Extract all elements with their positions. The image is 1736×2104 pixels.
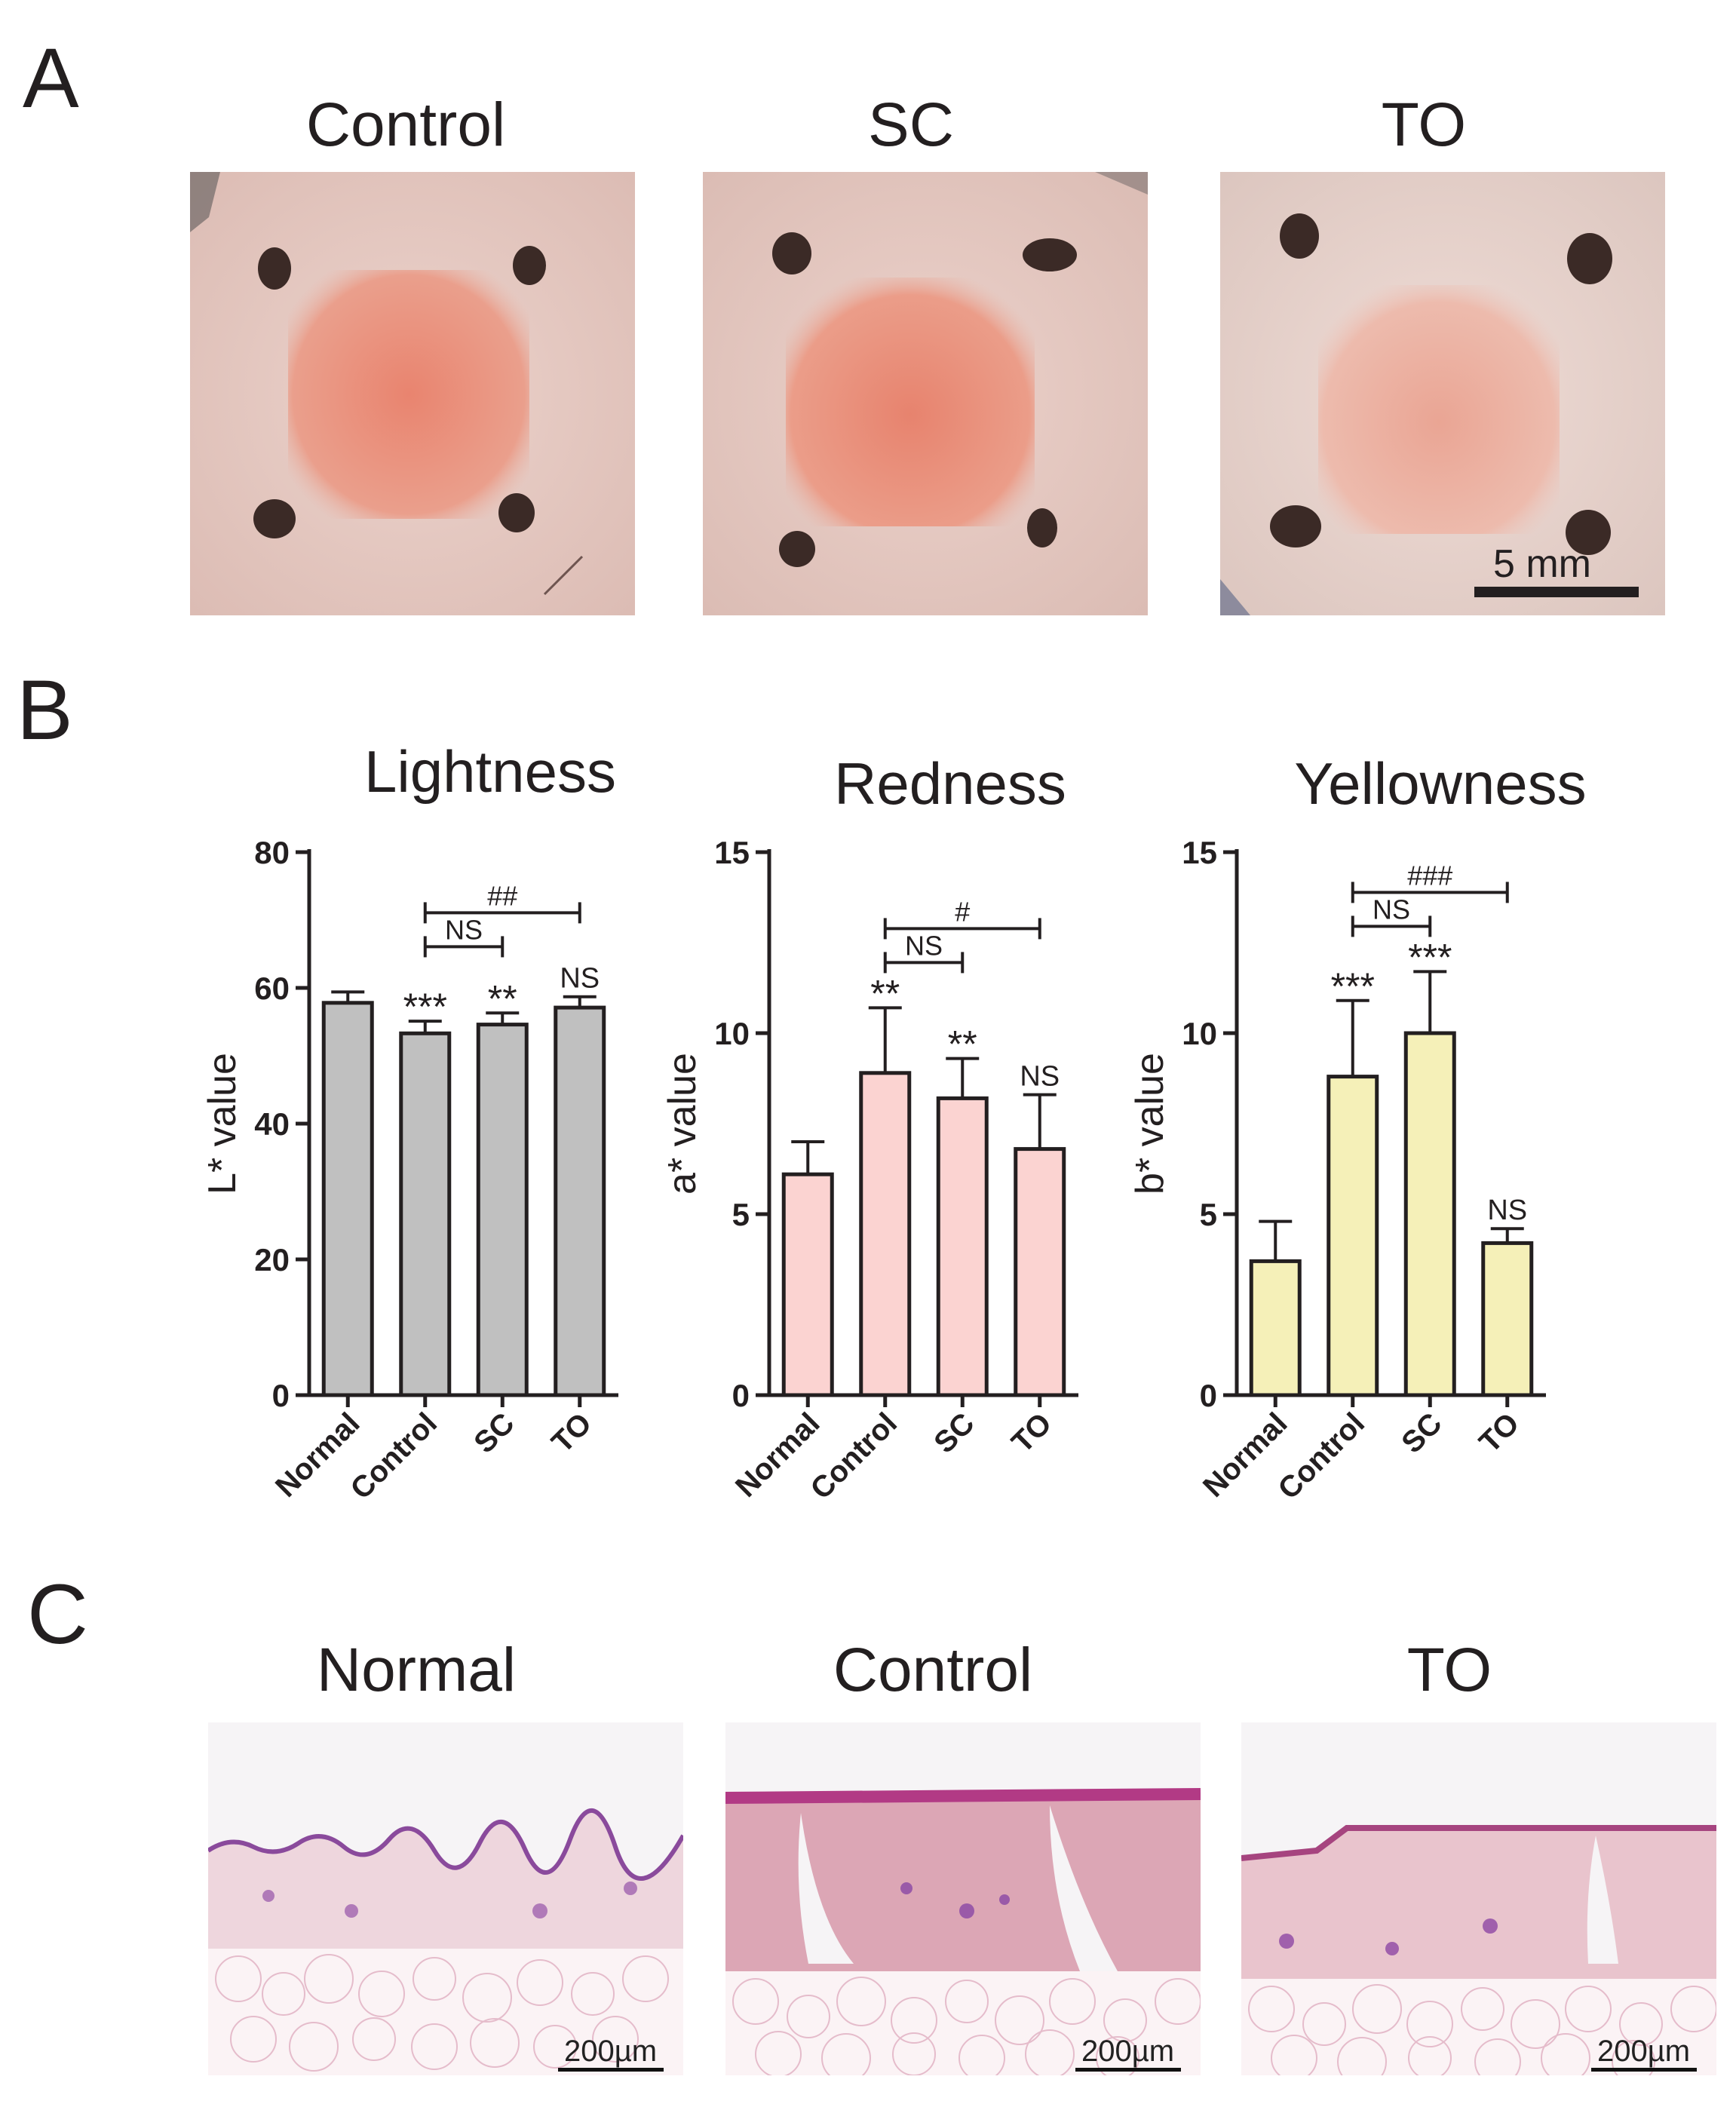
comparison-bracket: ### (1351, 860, 1509, 903)
x-tick-label: SC (1395, 1406, 1448, 1459)
bar-sc (1403, 1031, 1456, 1397)
x-tick-label: SC (928, 1406, 980, 1459)
y-tick-label: 5 (732, 1197, 750, 1232)
skin-photo-control (190, 172, 635, 615)
significance-label: NS (1020, 1061, 1060, 1093)
yellowness-bar-chart: b* value051015NormalControl***SC***TONSN… (1128, 835, 1546, 1506)
x-tick-label: TO (1005, 1406, 1058, 1459)
photo-title-control: Control (305, 90, 506, 159)
histology-image-to (1241, 1722, 1716, 2075)
photo-title-to: TO (1381, 90, 1467, 159)
significance-label: ** (870, 972, 900, 1014)
histology-image-control (725, 1722, 1201, 2075)
y-axis-label: L* value (201, 1053, 244, 1195)
bracket-label: NS (1373, 894, 1410, 925)
bar-normal (1249, 1259, 1302, 1397)
bracket-label: ### (1407, 860, 1452, 891)
y-tick-label: 40 (254, 1106, 290, 1142)
bar-control (399, 1031, 452, 1397)
scale-bar-label-a: 5 mm (1493, 542, 1591, 586)
scale-bar-a (1474, 587, 1639, 597)
x-tick-label: Control (1271, 1406, 1371, 1506)
bracket-label: NS (445, 914, 483, 945)
histology-title-to: TO (1406, 1636, 1492, 1704)
y-tick-label: 0 (1200, 1378, 1217, 1413)
x-tick-label: Control (344, 1406, 443, 1506)
histology-scale-bar-control (1075, 2068, 1181, 2072)
histology-scale-label-control: 200µm (1081, 2035, 1175, 2068)
significance-label: ** (488, 977, 517, 1020)
bracket-label: # (955, 896, 970, 927)
histology-title-control: Control (833, 1636, 1033, 1704)
photo-title-sc: SC (868, 90, 954, 159)
y-axis-label: a* value (661, 1053, 704, 1195)
y-tick-label: 10 (1182, 1016, 1217, 1051)
bar-to (1014, 1147, 1066, 1397)
histology-scale-label-to: 200µm (1597, 2035, 1691, 2068)
comparison-bracket: NS (883, 930, 965, 974)
panel-label-b: B (17, 663, 73, 757)
comparison-bracket: ## (423, 880, 581, 924)
bracket-label: NS (905, 930, 943, 961)
histology-scale-bar-to (1591, 2068, 1697, 2072)
significance-label: *** (403, 986, 447, 1028)
chart-title-yellowness: Yellowness (1294, 750, 1587, 817)
bar-sc (936, 1096, 989, 1397)
significance-label: NS (1487, 1195, 1527, 1226)
panel-label-a: A (23, 31, 79, 125)
significance-label: *** (1408, 936, 1452, 978)
y-tick-label: 15 (714, 835, 750, 870)
lightness-bar-chart: L* value020406080NormalControl***SC**TON… (201, 835, 618, 1506)
y-axis-label: b* value (1128, 1053, 1172, 1195)
bar-control (859, 1071, 912, 1397)
significance-label: ** (948, 1023, 977, 1066)
skin-photo-to (1220, 172, 1665, 615)
comparison-bracket: NS (1351, 894, 1432, 937)
y-tick-label: 15 (1182, 835, 1217, 870)
bar-to (554, 1005, 606, 1397)
comparison-bracket: NS (423, 914, 505, 958)
bar-to (1481, 1241, 1534, 1397)
y-tick-label: 5 (1200, 1197, 1217, 1232)
chart-title-lightness: Lightness (364, 738, 616, 805)
y-tick-label: 60 (254, 971, 290, 1006)
significance-label: NS (560, 963, 600, 995)
bar-normal (321, 1001, 374, 1397)
x-tick-label: TO (545, 1406, 598, 1459)
bracket-label: ## (487, 880, 517, 911)
chart-title-redness: Redness (834, 750, 1066, 817)
x-tick-label: SC (468, 1406, 520, 1459)
y-tick-label: 0 (272, 1378, 290, 1413)
bar-control (1327, 1075, 1379, 1397)
significance-label: *** (1331, 965, 1375, 1008)
y-tick-label: 0 (732, 1378, 750, 1413)
histology-scale-bar-normal (558, 2068, 664, 2072)
histology-image-normal (208, 1722, 683, 2075)
y-tick-label: 20 (254, 1242, 290, 1277)
histology-title-normal: Normal (316, 1636, 517, 1704)
y-tick-label: 80 (254, 835, 290, 870)
bar-normal (781, 1172, 834, 1397)
comparison-bracket: # (883, 896, 1041, 940)
panel-label-c: C (27, 1567, 88, 1661)
x-tick-label: Control (804, 1406, 903, 1506)
skin-photo-sc (703, 172, 1148, 615)
histology-scale-label-normal: 200µm (564, 2035, 658, 2068)
y-tick-label: 10 (714, 1016, 750, 1051)
x-tick-label: TO (1473, 1406, 1526, 1459)
bar-sc (476, 1023, 529, 1397)
